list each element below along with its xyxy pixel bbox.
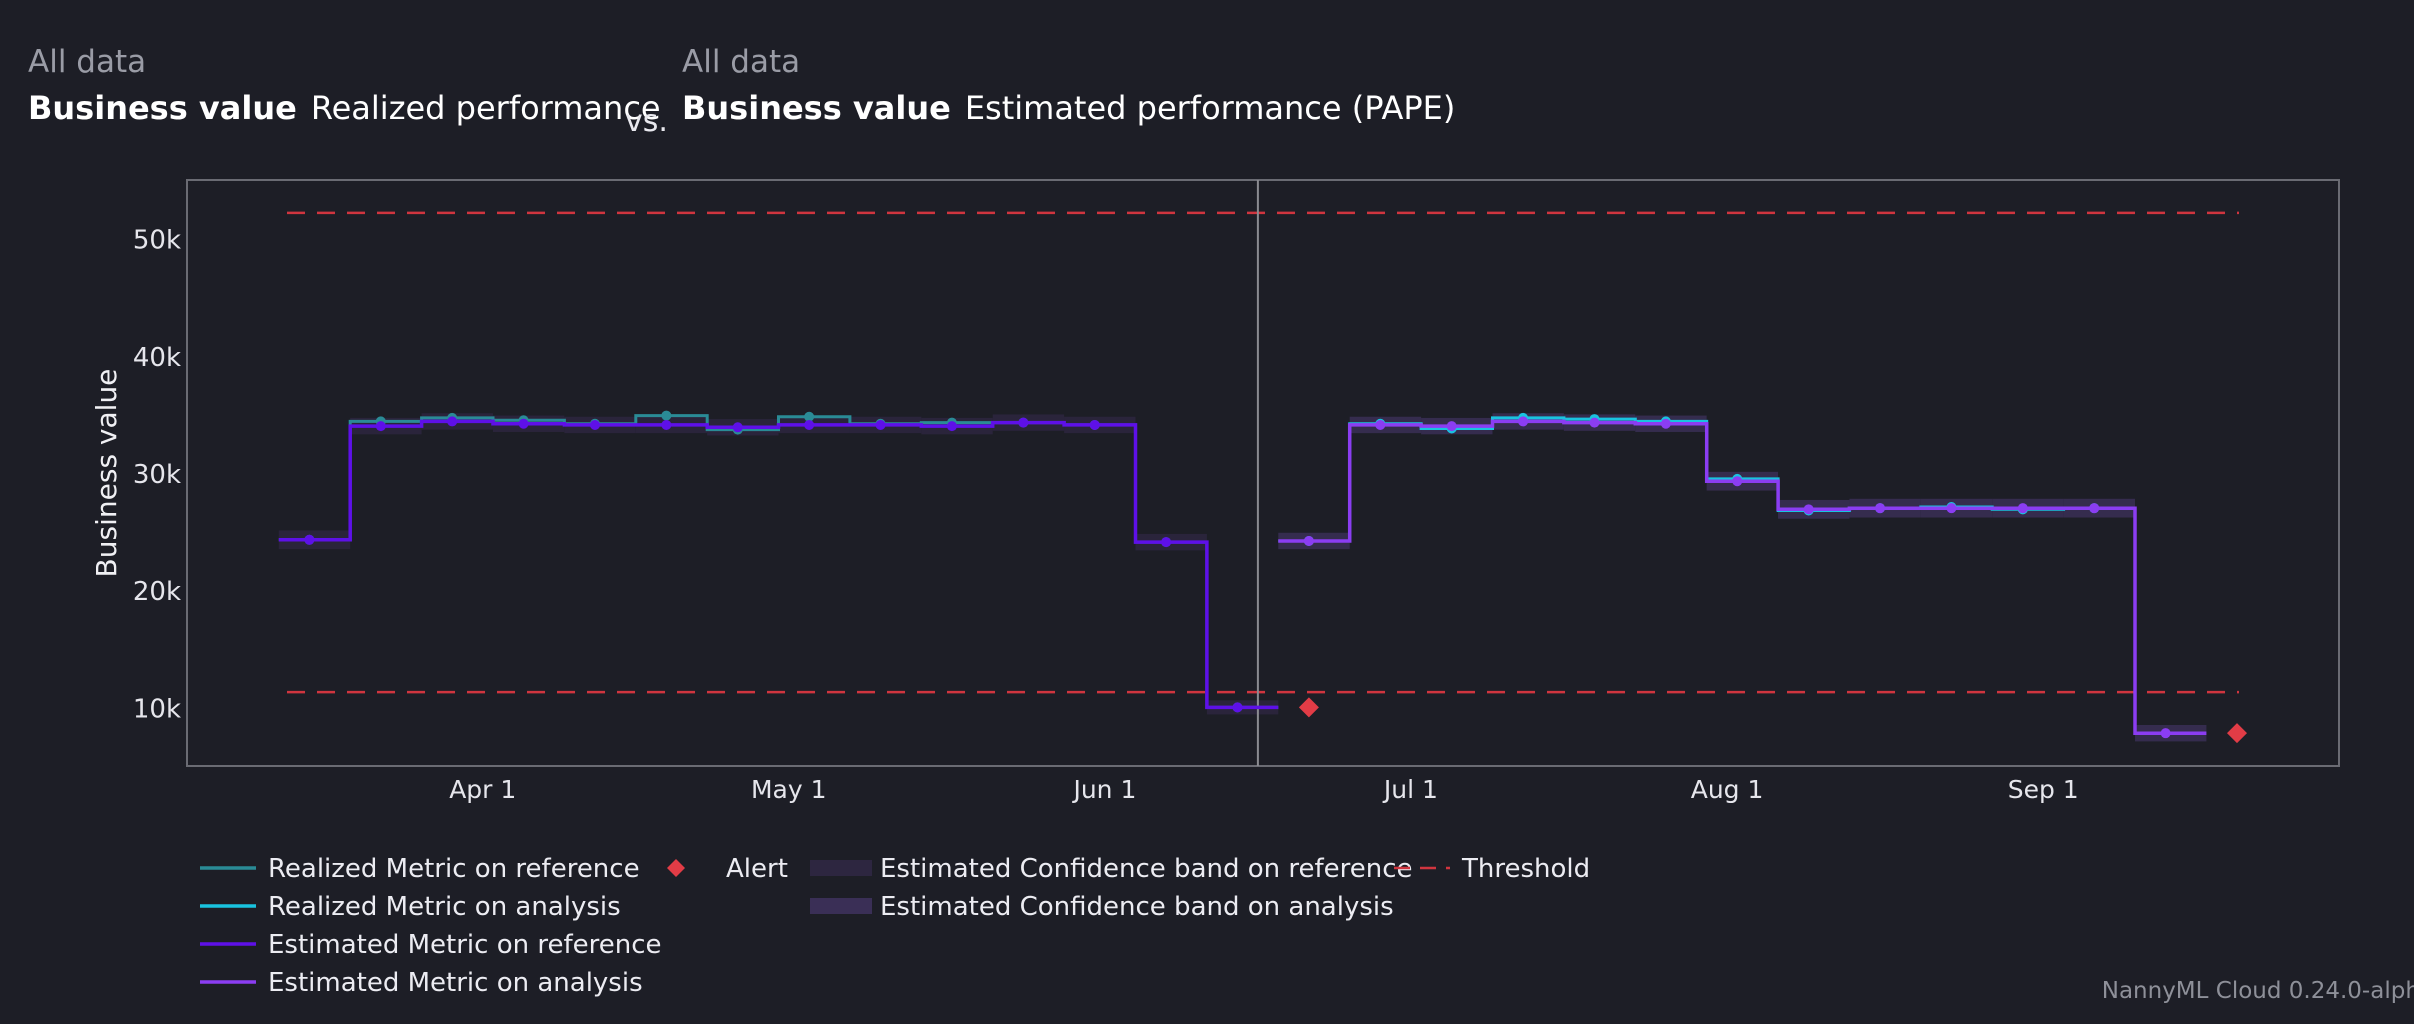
series-point [661, 410, 672, 421]
y-tick-label: 10k [133, 694, 181, 724]
series-point [447, 416, 458, 427]
series-point [375, 421, 386, 432]
header-right-label: Estimated performance (PAPE) [964, 89, 1456, 127]
legend-swatch [810, 898, 872, 914]
versus-label: vs. [625, 104, 668, 139]
x-tick-label: May 1 [751, 775, 827, 804]
series-point [1089, 419, 1100, 430]
legend-item: Alert [667, 854, 788, 884]
legend-label: Estimated Confidence band on reference [880, 854, 1413, 884]
y-tick-label: 30k [133, 460, 181, 490]
series-point [732, 422, 743, 433]
header-left-subtitle: All data [28, 44, 147, 80]
legend-item: Estimated Metric on analysis [200, 968, 643, 998]
y-tick-label: 20k [133, 577, 181, 607]
series-line [278, 414, 1279, 709]
header-right: All data Business value Estimated perform… [682, 40, 1455, 132]
series-point [661, 419, 672, 430]
header-right-subtitle: All data [682, 44, 801, 80]
y-axis-label: Business value [90, 369, 123, 578]
header-left-metric: Business value [28, 89, 297, 127]
header-left-title: Business value Realized performance [28, 84, 661, 132]
series-point [2160, 728, 2171, 739]
series-point [304, 534, 315, 545]
series-point [1518, 416, 1529, 427]
series-point [2017, 503, 2028, 514]
series-point [1875, 503, 1886, 514]
x-tick-label: Aug 1 [1691, 775, 1764, 804]
legend-label: Threshold [1461, 854, 1590, 884]
x-tick-label: Apr 1 [449, 775, 516, 804]
series-point [1446, 421, 1457, 432]
legend-item: Threshold [1394, 854, 1590, 884]
chart-header: All data Business value Realized performa… [28, 40, 1528, 140]
legend-swatch [667, 859, 685, 877]
header-left-label: Realized performance [310, 89, 661, 127]
series-point [1732, 476, 1743, 487]
x-tick-label: Sep 1 [2008, 775, 2079, 804]
series-point [1946, 503, 1957, 514]
series-point [804, 411, 815, 422]
series-point [1589, 417, 1600, 428]
legend-label: Estimated Metric on analysis [268, 968, 643, 998]
legend-item: Estimated Confidence band on reference [810, 854, 1413, 884]
series-point [2089, 503, 2100, 514]
legend-label: Realized Metric on analysis [268, 892, 621, 922]
legend-item: Realized Metric on reference [200, 854, 640, 884]
series-line [278, 419, 1279, 710]
series-point [946, 421, 957, 432]
x-tick-label: Jun 1 [1071, 775, 1136, 804]
header-right-title: Business value Estimated performance (PAP… [682, 84, 1455, 132]
series-point [1803, 504, 1814, 515]
header-left: All data Business value Realized performa… [28, 40, 661, 132]
series-point [875, 419, 886, 430]
series-point [1375, 419, 1386, 430]
header-right-metric: Business value [682, 89, 951, 127]
version-footer: NannyML Cloud 0.24.0-alpha [2101, 978, 2414, 1004]
series-point [804, 419, 815, 430]
series-point [1161, 537, 1172, 548]
y-tick-label: 50k [133, 226, 181, 256]
legend-item: Estimated Metric on reference [200, 930, 662, 960]
x-tick-label: Jul 1 [1382, 775, 1438, 804]
series-point [1018, 417, 1029, 428]
alert-marker [1298, 697, 1319, 718]
series-point [1303, 535, 1314, 546]
series-point [1232, 702, 1243, 713]
plot-area-border [186, 179, 2340, 767]
legend-item: Estimated Confidence band on analysis [810, 892, 1394, 922]
series-point [1660, 418, 1671, 429]
legend-label: Estimated Metric on reference [268, 930, 662, 960]
series-line [1278, 419, 2207, 735]
legend-label: Estimated Confidence band on analysis [880, 892, 1394, 922]
legend-item: Realized Metric on analysis [200, 892, 621, 922]
legend-swatch [810, 860, 872, 876]
series-point [518, 418, 529, 429]
legend-label: Realized Metric on reference [268, 854, 640, 884]
series-point [589, 419, 600, 430]
y-tick-label: 40k [133, 343, 181, 373]
alert-marker [2227, 723, 2248, 744]
legend-label: Alert [726, 854, 788, 884]
